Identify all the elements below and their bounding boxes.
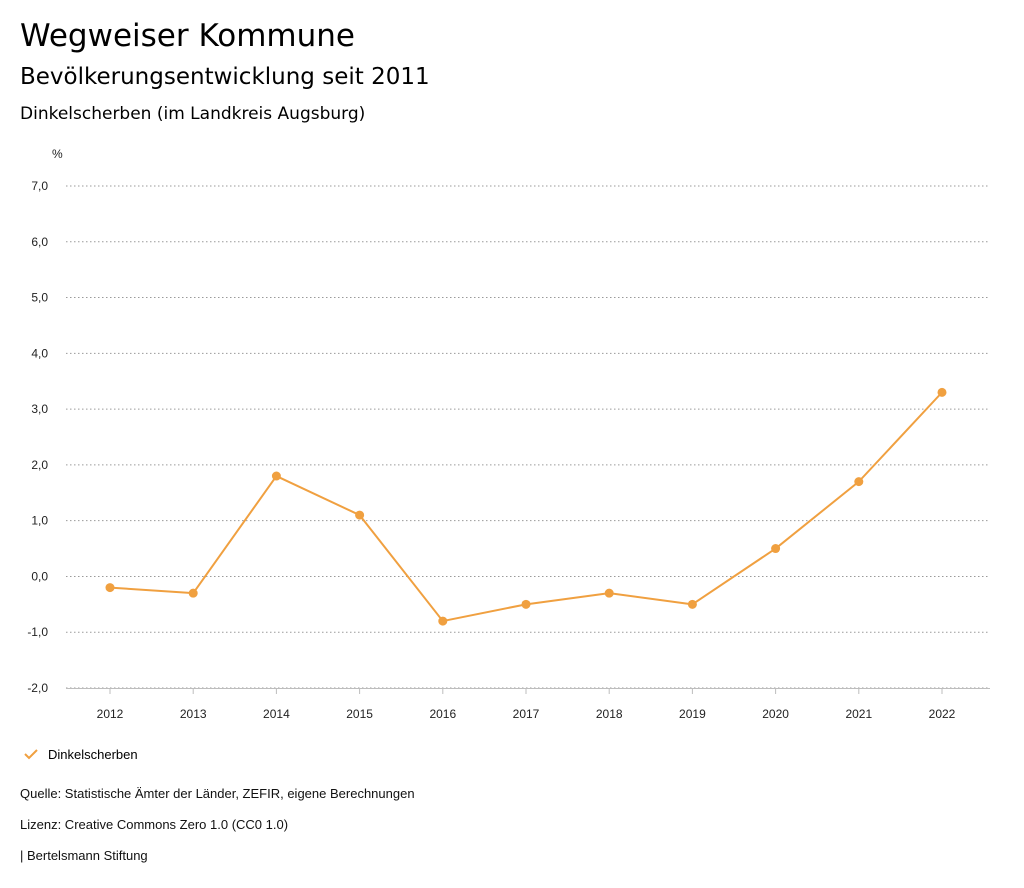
x-tick-label: 2013 bbox=[180, 707, 207, 721]
data-point bbox=[687, 599, 697, 609]
x-axis-ticks: 2012 2013 2014 2015 2016 2017 2018 2019 2020 2021… bbox=[97, 688, 956, 721]
y-tick-label: 6,0 bbox=[31, 235, 48, 249]
legend-label: Dinkelscherben bbox=[48, 746, 138, 762]
line-chart: % 7,06,05,04,03,02,01,00,0-1,0-2,0 2012 2… bbox=[27, 147, 990, 721]
y-tick-label: 0,0 bbox=[31, 569, 48, 583]
source-note: Quelle: Statistische Ämter der Länder, Z… bbox=[20, 786, 415, 801]
y-tick-label: 3,0 bbox=[31, 402, 48, 416]
data-point bbox=[355, 510, 365, 520]
y-tick-label: -2,0 bbox=[27, 681, 48, 695]
x-tick-label: 2017 bbox=[513, 707, 540, 721]
chart-place: Dinkelscherben (im Landkreis Augsburg) bbox=[20, 104, 366, 124]
data-point bbox=[271, 471, 281, 481]
grid-lines bbox=[66, 185, 990, 689]
license-note: Lizenz: Creative Commons Zero 1.0 (CC0 1… bbox=[20, 817, 289, 832]
x-tick-label: 2022 bbox=[929, 707, 956, 721]
x-tick-label: 2019 bbox=[679, 707, 706, 721]
series-line bbox=[109, 391, 943, 623]
x-tick-label: 2015 bbox=[346, 707, 373, 721]
y-axis-unit: % bbox=[52, 147, 63, 161]
data-point bbox=[188, 588, 198, 598]
y-tick-label: 7,0 bbox=[31, 179, 48, 193]
data-point bbox=[937, 387, 947, 397]
x-tick-label: 2020 bbox=[762, 707, 789, 721]
data-point bbox=[771, 544, 781, 554]
y-tick-label: 1,0 bbox=[31, 514, 48, 528]
data-point bbox=[604, 588, 614, 598]
data-point bbox=[105, 583, 115, 593]
series-group bbox=[105, 387, 947, 626]
x-tick-label: 2018 bbox=[596, 707, 623, 721]
x-tick-label: 2016 bbox=[429, 707, 456, 721]
x-tick-label: 2012 bbox=[97, 707, 124, 721]
y-tick-label: -1,0 bbox=[27, 625, 48, 639]
publisher-note: | Bertelsmann Stiftung bbox=[20, 848, 148, 863]
y-tick-label: 4,0 bbox=[31, 346, 48, 360]
chart-subtitle: Bevölkerungsentwicklung seit 2011 bbox=[20, 64, 430, 90]
y-axis-ticks: 7,0 6,0 5,0 4,0 3,0 2,0 1,0 0,0 -1,0 -2,0 bbox=[27, 179, 48, 695]
checkmark-icon bbox=[24, 749, 38, 760]
y-tick-label: 2,0 bbox=[31, 458, 48, 472]
data-point bbox=[854, 477, 864, 487]
page-title: Wegweiser Kommune bbox=[20, 18, 355, 54]
x-tick-label: 2014 bbox=[263, 707, 290, 721]
y-tick-label: 5,0 bbox=[31, 291, 48, 305]
x-tick-label: 2021 bbox=[845, 707, 872, 721]
data-point bbox=[438, 616, 448, 626]
data-point bbox=[521, 599, 531, 609]
legend-item-dinkelscherben[interactable]: Dinkelscherben bbox=[22, 745, 138, 763]
